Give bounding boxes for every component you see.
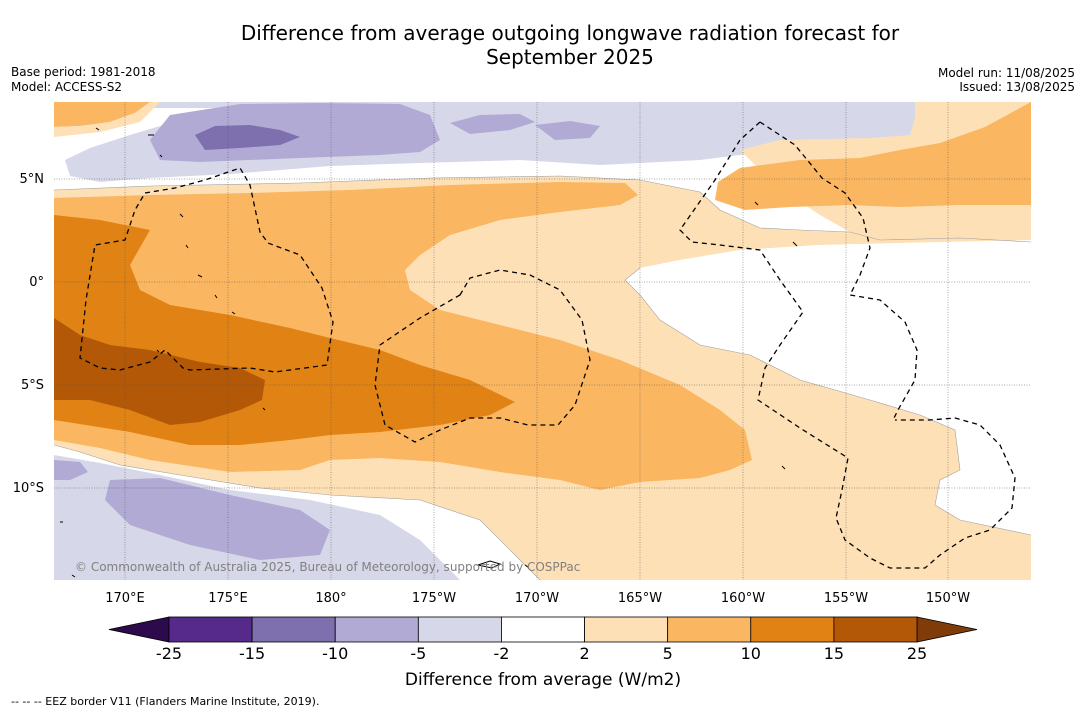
copyright-text: © Commonwealth of Australia 2025, Bureau… <box>75 560 580 574</box>
island-7 <box>214 294 218 299</box>
issued-date-text: Issued: 13/08/2025 <box>959 80 1075 94</box>
island-16 <box>71 574 76 578</box>
contour-pos-2-5-topleft <box>54 102 160 137</box>
island-4 <box>179 213 184 218</box>
island-10 <box>262 407 266 411</box>
lon-tick-165w: 165°W <box>618 591 662 606</box>
colorbar-cell <box>501 616 585 643</box>
island-8 <box>231 311 236 315</box>
colorbar-tick-label: 15 <box>824 644 844 663</box>
colorbar-tick-label: -5 <box>410 644 426 663</box>
contour-neg-10-15-north <box>195 125 300 150</box>
lon-tick-180: 180° <box>315 591 346 606</box>
lon-tick-155w: 155°W <box>824 591 868 606</box>
colorbar-low-extension <box>108 616 170 643</box>
contour-pos-15-25-main <box>54 318 265 425</box>
island-3 <box>159 154 163 158</box>
island-13 <box>792 241 798 247</box>
gridlines <box>54 102 1031 580</box>
eez-border-kiribati-line <box>759 121 918 421</box>
colorbar-tick-label: -2 <box>493 644 509 663</box>
colorbar-tick-label: -15 <box>239 644 265 663</box>
contour-neutral-right <box>625 240 1031 420</box>
colorbar-tick-label: 2 <box>579 644 589 663</box>
contour-pos-5-10-topright <box>715 102 1031 210</box>
longitude-tick-labels: 170°E 175°E 180° 175°W 170°W 165°W 160°W… <box>105 591 970 606</box>
colorbar-cell <box>750 616 835 643</box>
contour-lines <box>54 175 1031 580</box>
colorbar-high-extension <box>916 616 978 643</box>
lon-tick-170e: 170°E <box>105 591 145 606</box>
lat-tick-5n: 5°N <box>20 172 45 187</box>
colorbar-cell <box>833 616 918 643</box>
island-6 <box>197 274 203 278</box>
contour-line-3 <box>54 444 541 580</box>
colorbar-cell <box>168 616 253 643</box>
colorbar-title: Difference from average (W/m2) <box>405 670 681 690</box>
lon-tick-170w: 170°W <box>515 591 559 606</box>
eez-borders <box>79 121 1016 569</box>
island-17 <box>524 564 529 568</box>
colorbar-cell <box>251 616 336 643</box>
contour-neg-5-10-north-c <box>535 121 600 140</box>
island-outlines <box>60 127 798 578</box>
lon-tick-175e: 175°E <box>208 591 248 606</box>
colorbar-cells <box>168 616 918 643</box>
colorbar-tick-label: 5 <box>663 644 673 663</box>
colorbar-cell <box>417 616 502 643</box>
anomaly-contours <box>54 102 1031 580</box>
lon-tick-175w: 175°W <box>412 591 456 606</box>
colorbar-cell <box>334 616 419 643</box>
island-12 <box>754 201 759 206</box>
eez-border-line-west <box>679 121 1016 569</box>
map-title-line-2: September 2025 <box>486 45 654 69</box>
contour-line-2 <box>624 267 1031 536</box>
colorbar-tick-label: 25 <box>907 644 927 663</box>
eez-footnote: -- -- -- EEZ border V11 (Flanders Marine… <box>11 695 320 708</box>
island-14 <box>781 465 786 470</box>
lon-tick-160w: 160°W <box>721 591 765 606</box>
contour-line-1 <box>54 175 1031 243</box>
lat-tick-10s: 10°S <box>13 481 44 496</box>
colorbar-cell <box>584 616 669 643</box>
contour-neg-5-10-north-b <box>450 114 535 134</box>
contour-neg-5-10-south <box>105 478 330 560</box>
contour-neg-5-10-north <box>150 103 440 162</box>
colorbar-tick-label: -25 <box>156 644 182 663</box>
eez-border-kiribati-phoenix <box>374 269 591 443</box>
map-panel: © Commonwealth of Australia 2025, Bureau… <box>54 102 1031 580</box>
island-9 <box>156 349 160 353</box>
contour-pos-5-10-topleft <box>54 102 150 127</box>
lon-tick-150w: 150°W <box>926 591 970 606</box>
island-5 <box>185 244 189 249</box>
colorbar-tick-label: 10 <box>741 644 761 663</box>
lat-tick-5s: 5°S <box>21 378 44 393</box>
contour-neg-5-10-south-b <box>54 460 88 480</box>
colorbar-tick-label: -10 <box>322 644 348 663</box>
colorbar: -25 -15 -10 -5 -2 2 5 10 15 25 Difference from av… <box>108 616 978 690</box>
lat-tick-0: 0° <box>29 275 44 290</box>
eez-border-tuvalu <box>79 167 334 373</box>
latitude-tick-labels: 5°N 0° 5°S 10°S <box>13 172 44 496</box>
model-name-text: Model: ACCESS-S2 <box>11 80 123 94</box>
colorbar-labels: -25 -15 -10 -5 -2 2 5 10 15 25 <box>156 644 927 663</box>
island-1 <box>95 127 100 131</box>
island-11 <box>476 560 502 569</box>
colorbar-cell <box>667 616 752 643</box>
base-period-text: Base period: 1981-2018 <box>11 65 156 79</box>
model-run-text: Model run: 11/08/2025 <box>937 66 1075 80</box>
map-title-line-1: Difference from average outgoing longwav… <box>240 21 900 45</box>
